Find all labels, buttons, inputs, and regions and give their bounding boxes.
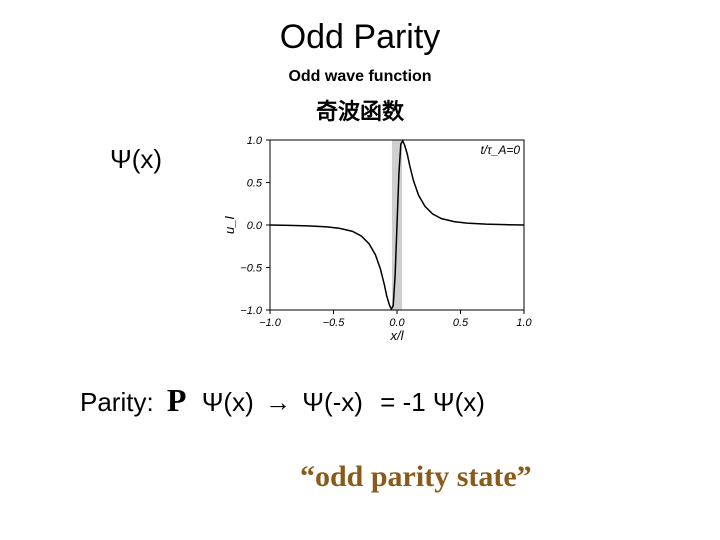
svg-text:−1.0: −1.0 (259, 317, 282, 329)
psi-x-label: Ψ(x) (110, 144, 162, 175)
svg-text:1.0: 1.0 (247, 135, 263, 147)
subtitle-en-text: Odd wave function (288, 68, 431, 85)
slide-title: Odd Parity (0, 18, 720, 57)
parity-equals: = -1 Ψ(x) (380, 387, 485, 417)
parity-label: Parity: (80, 387, 154, 417)
svg-text:1.0: 1.0 (516, 317, 532, 329)
odd-wavefunction-chart: −1.0−0.50.00.51.0−1.0−0.50.00.51.0x/lu_I… (224, 130, 544, 340)
parity-arrow-icon: → (265, 387, 291, 417)
svg-text:−0.5: −0.5 (240, 263, 263, 275)
odd-parity-state-label: “odd parity state” (300, 460, 532, 494)
svg-text:x/l: x/l (390, 328, 405, 340)
subtitle-en: Odd wave function (0, 68, 720, 86)
svg-text:0.5: 0.5 (453, 317, 469, 329)
svg-text:−1.0: −1.0 (240, 305, 263, 317)
parity-rhs: Ψ(-x) (302, 387, 363, 417)
svg-text:−0.5: −0.5 (323, 317, 346, 329)
svg-text:0.5: 0.5 (247, 178, 263, 190)
slide-title-text: Odd Parity (280, 18, 441, 56)
svg-text:0.0: 0.0 (247, 220, 263, 232)
parity-lhs: Ψ(x) (202, 387, 254, 417)
parity-equation: Parity: P Ψ(x) → Ψ(-x) = -1 Ψ(x) (80, 382, 700, 419)
subtitle-cn: 奇波函数 (0, 94, 720, 126)
subtitle-cn-text: 奇波函数 (316, 99, 404, 124)
parity-operator: P (167, 382, 187, 418)
odd-parity-state-text: “odd parity state” (300, 460, 532, 493)
psi-x-text: Ψ(x) (110, 144, 162, 174)
svg-text:u_I: u_I (224, 216, 237, 234)
svg-text:t/τ_A=0: t/τ_A=0 (480, 143, 520, 157)
chart-svg: −1.0−0.50.00.51.0−1.0−0.50.00.51.0x/lu_I… (224, 130, 544, 340)
